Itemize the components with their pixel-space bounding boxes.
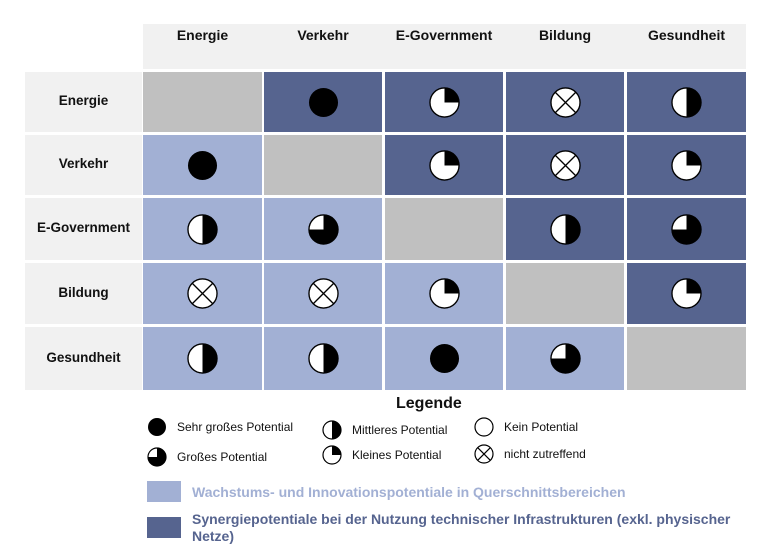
row-header: Gesundheit xyxy=(46,349,121,365)
matrix-cell xyxy=(627,263,746,324)
matrix-cell xyxy=(264,72,382,132)
legend-label: Kein Potential xyxy=(504,420,579,434)
row-header: E-Government xyxy=(36,220,131,235)
crossed-circle-icon xyxy=(549,86,581,118)
row-header-cell xyxy=(25,135,142,195)
light-blue-swatch xyxy=(147,481,181,502)
matrix-cell xyxy=(143,135,262,195)
quarter-circle-icon xyxy=(428,86,460,118)
matrix-cell xyxy=(264,198,382,260)
row-header-cell xyxy=(25,263,142,324)
quarter-circle-icon xyxy=(322,445,342,465)
column-header: Verkehr xyxy=(297,27,349,43)
legend-label: Kleines Potential xyxy=(352,448,442,462)
legend-item-very-high: Sehr großes Potential xyxy=(147,417,293,437)
three-quarter-circle-icon xyxy=(671,213,702,245)
matrix-cell xyxy=(385,72,503,132)
crossed-circle-icon xyxy=(307,278,339,309)
column-header-band xyxy=(143,24,746,69)
matrix-cell xyxy=(627,135,746,195)
legend-label: Großes Potential xyxy=(177,450,268,464)
legend-label: Mittleres Potential xyxy=(352,423,448,437)
row-header-cell xyxy=(25,72,142,132)
empty-circle-icon xyxy=(474,417,494,437)
column-header: Energie xyxy=(176,27,229,43)
legend-item-high: Großes Potential xyxy=(147,447,267,467)
row-header-cell xyxy=(25,198,142,260)
dark-blue-legend-label: Synergiepotentiale bei der Nutzung techn… xyxy=(192,511,731,544)
legend-item-medium: Mittleres Potential xyxy=(322,420,447,440)
half-circle-icon xyxy=(187,213,218,245)
matrix-cell xyxy=(385,198,503,260)
light-blue-legend-label: Wachstums- und Innovationspotentiale in … xyxy=(192,484,626,500)
matrix-cell xyxy=(506,198,624,260)
column-header: E-Government xyxy=(395,27,493,43)
three-quarter-circle-icon xyxy=(549,343,581,374)
matrix-cell xyxy=(264,327,382,390)
row-header: Verkehr xyxy=(58,156,109,171)
half-circle-icon xyxy=(322,420,342,440)
matrix-cell xyxy=(143,198,262,260)
matrix-cell xyxy=(506,135,624,195)
legend-item-small: Kleines Potential xyxy=(322,445,441,465)
legend-title: Legende xyxy=(396,395,462,412)
matrix-cell xyxy=(506,72,624,132)
matrix-cell xyxy=(627,198,746,260)
matrix-cell xyxy=(385,263,503,324)
matrix-cell xyxy=(385,327,503,390)
half-circle-icon xyxy=(187,343,218,374)
quarter-circle-icon xyxy=(671,278,702,309)
matrix-cell xyxy=(385,135,503,195)
half-circle-icon xyxy=(307,343,339,374)
matrix-cell xyxy=(143,327,262,390)
crossed-circle-icon xyxy=(187,278,218,309)
matrix-cell xyxy=(627,327,746,390)
column-header: Bildung xyxy=(538,27,592,43)
three-quarter-circle-icon xyxy=(307,213,339,245)
legend-label: Sehr großes Potential xyxy=(177,420,294,434)
crossed-circle-icon xyxy=(549,149,581,181)
crossed-circle-icon xyxy=(474,444,494,464)
matrix-cell xyxy=(506,327,624,390)
matrix-cell xyxy=(627,72,746,132)
matrix-cell xyxy=(143,72,262,132)
half-circle-icon xyxy=(549,213,581,245)
quarter-circle-icon xyxy=(671,149,702,181)
matrix-cell xyxy=(143,263,262,324)
matrix-cell xyxy=(264,135,382,195)
quarter-circle-icon xyxy=(428,149,460,181)
dark-blue-swatch xyxy=(147,517,181,538)
row-header: Bildung xyxy=(58,284,109,300)
quarter-circle-icon xyxy=(428,278,460,309)
legend-item-not-applicable: nicht zutreffend xyxy=(474,444,586,464)
row-header: Energie xyxy=(58,93,109,108)
legend-item-none: Kein Potential xyxy=(474,417,578,437)
half-circle-icon xyxy=(671,86,702,118)
row-header-cell xyxy=(25,327,142,390)
full-circle-icon xyxy=(429,343,459,374)
three-quarter-circle-icon xyxy=(147,447,167,467)
full-circle-icon xyxy=(308,87,338,117)
full-circle-icon xyxy=(187,150,218,180)
matrix-cell xyxy=(506,263,624,324)
column-header: Gesundheit xyxy=(647,27,725,43)
full-circle-icon xyxy=(148,418,166,436)
legend-label: nicht zutreffend xyxy=(504,447,586,461)
matrix-cell xyxy=(264,263,382,324)
